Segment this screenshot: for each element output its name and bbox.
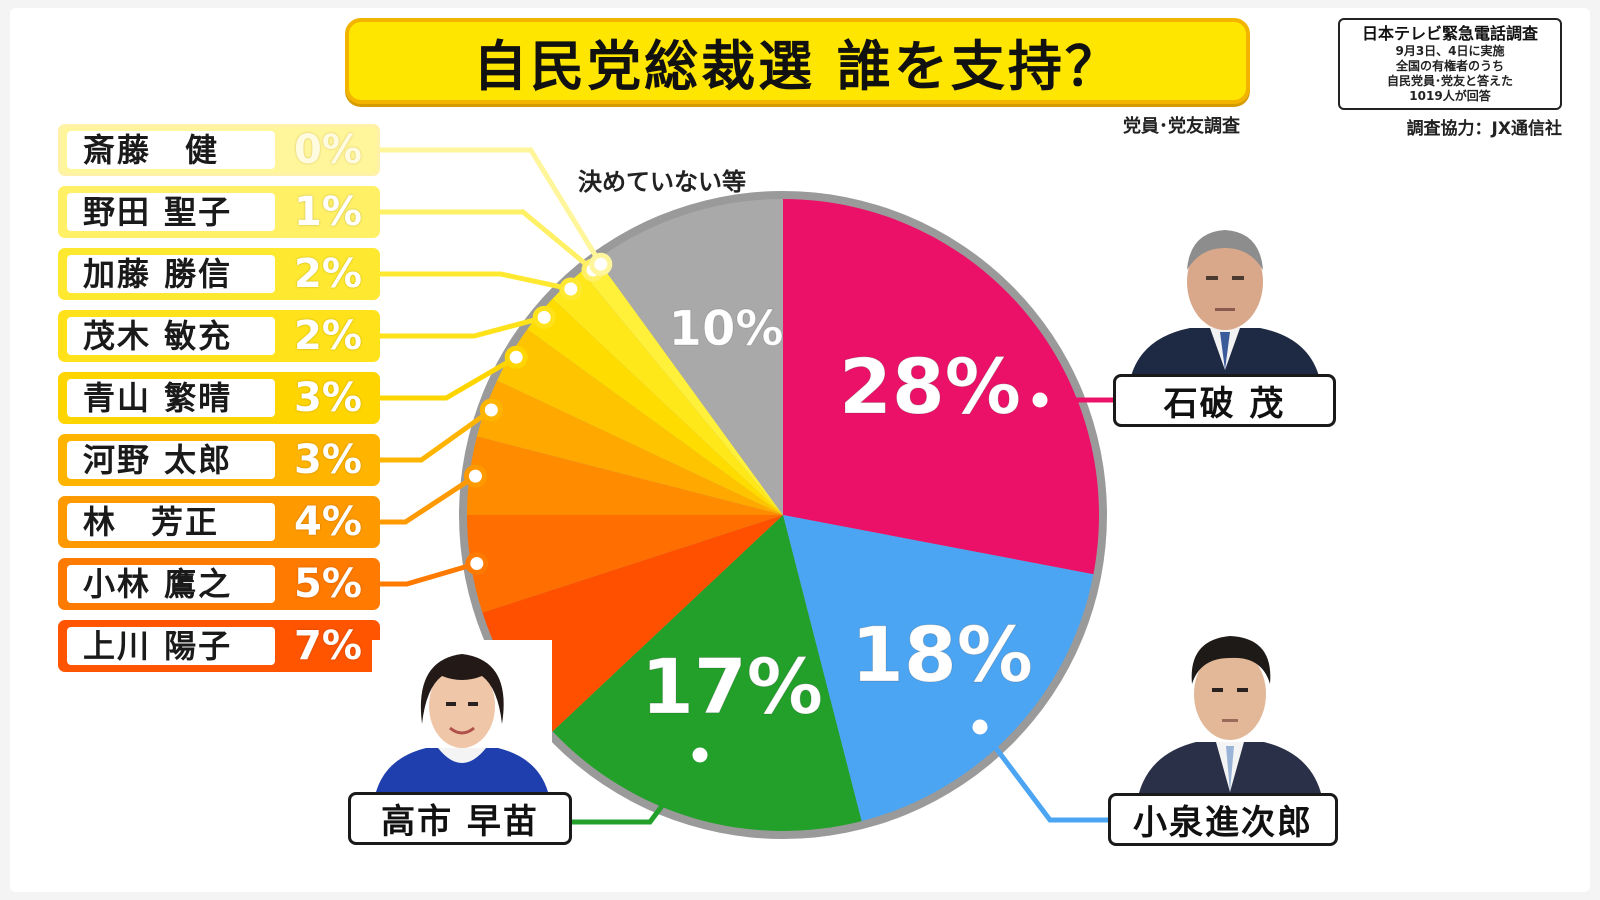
connector-dot: [967, 714, 993, 740]
slice-percent-label: 28%: [839, 342, 1021, 431]
legend-name: 青山 繁晴: [67, 379, 275, 417]
legend-row: 林 芳正 4%: [58, 496, 380, 548]
legend-row: 斎藤 健 0%: [58, 124, 380, 176]
legend-name: 野田 聖子: [67, 193, 275, 231]
pie-slice: [581, 259, 783, 515]
callout-ishiba: 石破 茂: [1113, 374, 1336, 427]
pie-slice: [527, 298, 783, 515]
legend-row: 野田 聖子 1%: [58, 186, 380, 238]
legend-row: 河野 太郎 3%: [58, 434, 380, 486]
source-line: 自民党員･党友と答えた: [1386, 74, 1513, 88]
pie-slice: [497, 329, 783, 515]
takaichi-portrait: [372, 640, 552, 792]
legend-connector: [380, 314, 545, 339]
legend-percent: 2%: [294, 251, 362, 297]
legend-row: 加藤 勝信 2%: [58, 248, 380, 300]
connector-dot: [532, 305, 556, 329]
legend-name: 小林 鷹之: [67, 565, 275, 603]
takaichi-connector: [572, 753, 703, 825]
pie-slice: [597, 199, 783, 515]
slice-percent-label: 18%: [851, 610, 1033, 699]
pie-slice: [482, 515, 783, 732]
source-line: 9月3日、4日に実施: [1395, 44, 1505, 58]
legend-name: 林 芳正: [67, 503, 275, 541]
connector-dot: [1027, 387, 1053, 413]
connector-dot: [463, 464, 487, 488]
page-title: 自民党総裁選 誰を支持？: [473, 34, 1122, 98]
connector-dot: [479, 398, 503, 422]
connector-dot: [559, 277, 583, 301]
legend-percent: 0%: [294, 127, 362, 173]
pie-slice: [476, 380, 783, 515]
legend-percent: 4%: [294, 499, 362, 545]
connector-dot: [465, 551, 489, 575]
source-box: 日本テレビ緊急電話調査 9月3日、4日に実施 全国の有権者のうち 自民党員･党友…: [1338, 18, 1562, 110]
legend-row: 小林 鷹之 5%: [58, 558, 380, 610]
connector-dot: [687, 742, 713, 768]
legend-percent: 2%: [294, 313, 362, 359]
connector-dot: [504, 345, 528, 369]
survey-cooperation: 調査協力：JX通信社: [1406, 119, 1562, 139]
legend-connector: [380, 407, 493, 463]
pie-slice: [467, 515, 783, 613]
legend-connector: [380, 355, 518, 401]
legend-name: 上川 陽子: [67, 627, 275, 665]
pie-slice: [783, 515, 1094, 822]
legend-row: 上川 陽子 7%: [58, 620, 380, 672]
legend-connector: [380, 561, 478, 587]
legend-connector: [380, 209, 595, 272]
legend-connector: [380, 147, 603, 266]
legend-percent: 3%: [294, 437, 362, 483]
survey-subtitle: 党員･党友調査: [1123, 116, 1240, 137]
slice-percent-label: 10%: [669, 301, 784, 357]
legend-row: 青山 繁晴 3%: [58, 372, 380, 424]
ishiba-portrait: [1120, 220, 1330, 380]
legend-connector: [380, 271, 572, 292]
legend-name: 加藤 勝信: [67, 255, 275, 293]
koizumi-connector: [978, 725, 1108, 823]
legend-percent: 3%: [294, 375, 362, 421]
pie-slice: [467, 436, 783, 515]
legend-row: 茂木 敏充 2%: [58, 310, 380, 362]
legend-percent: 7%: [294, 623, 362, 669]
source-line: 1019人が回答: [1409, 89, 1491, 103]
callout-koizumi: 小泉進次郎: [1108, 793, 1338, 846]
legend-percent: 1%: [294, 189, 362, 235]
pie-slice: [552, 515, 862, 831]
title-banner: 自民党総裁選 誰を支持？: [345, 18, 1250, 104]
legend-connector: [380, 474, 477, 525]
connector-dot: [589, 252, 613, 276]
legend-name: 河野 太郎: [67, 441, 275, 479]
legend-name: 斎藤 健: [67, 131, 275, 169]
pie-slice: [783, 199, 1099, 575]
koizumi-portrait: [1130, 622, 1330, 797]
source-line: 全国の有権者のうち: [1395, 59, 1504, 73]
pie-slice: [552, 271, 783, 515]
undecided-label: 決めていない等: [578, 168, 746, 196]
slice-percent-label: 17%: [641, 642, 823, 731]
legend-name: 茂木 敏充: [67, 317, 275, 355]
callout-takaichi: 高市 早苗: [348, 792, 572, 845]
legend-percent: 5%: [294, 561, 362, 607]
source-heading: 日本テレビ緊急電話調査: [1361, 24, 1538, 43]
